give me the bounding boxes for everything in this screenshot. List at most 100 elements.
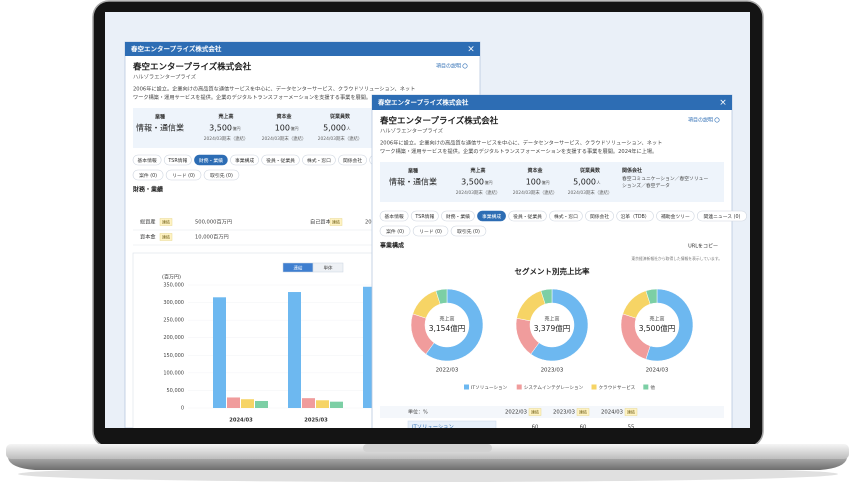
metric-value: 3,500 (461, 178, 484, 187)
legend-label: クラウドサービス (599, 384, 636, 391)
tab-label[interactable]: 財務・業績 (199, 157, 223, 164)
tag-label: 連結 (627, 408, 635, 414)
close-button[interactable]: × (719, 98, 727, 108)
tag (624, 408, 638, 416)
description: 2006年に設立。企業向けの高品質な通信サービスを中心に、データセンターサービス… (380, 139, 662, 147)
tab-label[interactable]: 事業構成 (235, 157, 254, 164)
table-cell: 60 (532, 425, 539, 431)
window-title: 春空エンタープライズ株式会社 (130, 44, 222, 53)
info-box (380, 162, 724, 202)
tab-label[interactable]: 関係会社 (590, 213, 609, 220)
metric-label: 売上高 (470, 167, 485, 174)
tag-label: 連結 (162, 233, 170, 239)
tab (410, 210, 439, 222)
legend-swatch (464, 384, 469, 390)
table-unit: 単位：% (408, 409, 428, 416)
tab-label[interactable]: TSR情報 (414, 213, 434, 220)
tab (585, 210, 614, 222)
legend-label: 他 (650, 384, 655, 391)
row-value: 10,000百万円 (195, 234, 229, 241)
tab (549, 210, 583, 222)
tab-label[interactable]: 取引先 (0) (210, 172, 233, 179)
toggle-label[interactable]: 単体 (324, 264, 333, 271)
bar (302, 398, 315, 408)
tab-label[interactable]: TSR情報 (167, 157, 187, 164)
section-title: 財務・業績 (132, 186, 163, 194)
metric-note: 2024/03期末（連結） (513, 189, 558, 196)
bar (241, 399, 254, 408)
chart-title: セグメント別売上比率 (515, 266, 590, 276)
legend-swatch (643, 384, 649, 390)
toggle-label[interactable]: 連結 (294, 264, 303, 271)
tab-label[interactable]: リード (0) (172, 173, 195, 179)
metric-note: 2024/03期末（連結） (262, 135, 307, 142)
tab-label[interactable]: 沿革（TDB） (621, 213, 650, 220)
related-company: 春空コミュニケーション／春空ソリュー (622, 175, 708, 182)
metric-note: 2024/03期末（連結） (456, 189, 501, 196)
tab-label[interactable]: 関連ニュース (0) (704, 213, 741, 220)
company-kana: ハルゾラエンタープライズ (380, 127, 444, 135)
tab-label[interactable]: 財務・業績 (446, 213, 470, 220)
laptop-base-bottom (8, 458, 847, 470)
y-tick-label: 150,000 (163, 353, 184, 359)
tab-label[interactable]: 株式・窓口 (554, 213, 578, 220)
tab (163, 154, 192, 166)
center-value: 3,379億円 (534, 323, 570, 333)
notch (363, 444, 492, 452)
legend-label: ITソリューション (471, 385, 508, 391)
industry-label: 業種 (407, 168, 418, 175)
tab-label[interactable]: 事業構成 (482, 213, 501, 220)
tab-label[interactable]: 株式・窓口 (307, 157, 331, 164)
table-header-year: 2023/03 (553, 410, 575, 416)
metric-label: 従業員数 (329, 113, 351, 120)
y-axis-label: (百万円) (162, 275, 181, 281)
tab-label[interactable]: 案件 (0) (386, 228, 404, 235)
table-header-year: 2024/03 (601, 410, 623, 416)
tag-label: 連結 (531, 408, 539, 414)
tab (696, 210, 747, 222)
tag (329, 218, 343, 226)
y-tick-label: 50,000 (167, 388, 185, 394)
tab (132, 169, 164, 181)
copy-url[interactable]: URLをコピー (688, 243, 718, 250)
help-icon (714, 117, 720, 123)
metric-value: 5,000 (573, 178, 596, 187)
tab-label[interactable]: 補助金ツリー (661, 213, 690, 220)
center-label: 売上高 (439, 316, 454, 323)
description: ワーク構築・運用サービスを提供。企業のデジタルトランスフォーメーションを支援する… (380, 147, 657, 155)
tag-label: 連結 (332, 218, 340, 224)
metric-value: 5,000 (323, 124, 346, 133)
tab (450, 225, 487, 237)
tab-label[interactable]: 取引先 (0) (457, 228, 480, 235)
help-link[interactable]: 項目の説明 (436, 63, 461, 70)
y-tick-label: 100,000 (163, 370, 184, 376)
close-button[interactable]: × (467, 45, 475, 55)
metric-label: 資本金 (276, 113, 292, 120)
metric-unit: 億円 (542, 179, 550, 185)
metric-unit: 人 (597, 180, 601, 185)
donut-label: 2023/03 (541, 368, 564, 374)
x-tick-label: 2025/03 (304, 418, 328, 424)
tab-label[interactable]: 案件 (0) (139, 172, 157, 179)
tab-label[interactable]: リード (0) (419, 229, 442, 235)
help-link[interactable]: 項目の説明 (688, 117, 713, 124)
tab (379, 210, 409, 222)
window-header (125, 42, 480, 56)
tab (338, 154, 367, 166)
tab-label[interactable]: 基本情報 (384, 213, 403, 220)
donut-segment (425, 288, 484, 362)
bar (288, 292, 301, 408)
tab-label[interactable]: 関係会社 (343, 157, 362, 164)
metric-unit: 億円 (233, 125, 241, 131)
tab-label[interactable]: 基本情報 (137, 157, 156, 164)
donut-segment (435, 288, 448, 305)
tab-label[interactable]: 役員・従業員 (513, 213, 542, 220)
metric-note: 2024/03期末（連結） (318, 135, 363, 142)
tab-label[interactable]: 役員・従業員 (266, 157, 295, 164)
metric-unit: 億円 (485, 179, 493, 185)
center-value: 3,154億円 (429, 323, 465, 333)
legend-swatch (516, 384, 522, 390)
y-tick-label: 250,000 (163, 318, 184, 324)
center-label: 売上高 (649, 316, 664, 323)
bar (316, 400, 329, 408)
